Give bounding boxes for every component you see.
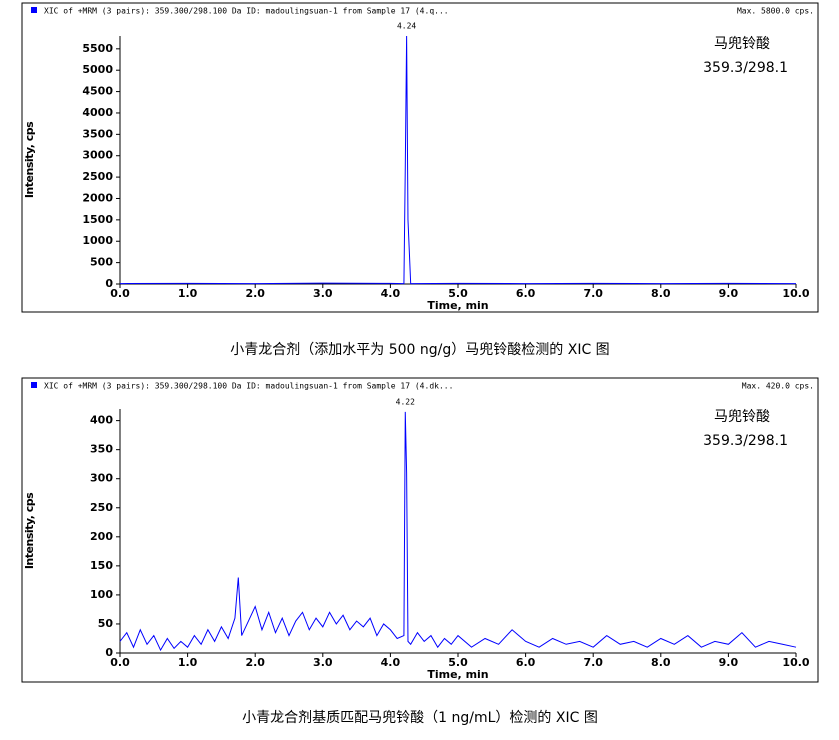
y-tick-label: 100 — [90, 588, 113, 601]
annotation: 马兜铃酸 — [714, 36, 770, 52]
x-tick-label: 10.0 — [782, 287, 809, 300]
y-tick-label: 0 — [105, 277, 113, 290]
x-tick-label: 6.0 — [516, 287, 536, 300]
annotation: 359.3/298.1 — [703, 60, 788, 76]
x-tick-label: 3.0 — [313, 287, 333, 300]
y-tick-label: 2500 — [82, 170, 113, 183]
x-tick-label: 5.0 — [448, 656, 468, 669]
x-tick-label: 2.0 — [245, 656, 265, 669]
caption: 小青龙合剂基质匹配马兜铃酸（1 ng/mL）检测的 XIC 图 — [242, 709, 598, 726]
x-tick-label: 0.0 — [110, 287, 130, 300]
trace — [119, 35, 797, 285]
x-tick-label: 4.0 — [381, 656, 401, 669]
y-tick-label: 50 — [98, 617, 114, 630]
y-tick-label: 5500 — [82, 42, 113, 55]
y-tick-label: 150 — [90, 559, 113, 572]
annotation: 马兜铃酸 — [714, 409, 770, 425]
trace — [119, 411, 797, 652]
annotation: 359.3/298.1 — [703, 433, 788, 449]
y-tick-label: 500 — [90, 256, 113, 269]
caption: 小青龙合剂（添加水平为 500 ng/g）马兜铃酸检测的 XIC 图 — [230, 342, 609, 358]
y-axis-label: Intensity, cps — [23, 121, 36, 198]
y-tick-label: 2000 — [82, 191, 113, 204]
header: XIC of +MRM (3 pairs): 359.300/298.100 D… — [44, 382, 453, 391]
x-tick-label: 4.0 — [381, 287, 401, 300]
x-tick-label: 7.0 — [583, 656, 603, 669]
chart-frame — [21, 377, 819, 683]
legend-swatch — [31, 7, 37, 13]
y-tick-label: 3500 — [82, 127, 113, 140]
x-tick-label: 9.0 — [719, 656, 739, 669]
y-tick-label: 300 — [90, 472, 113, 485]
max-label: Max. 420.0 cps. — [742, 382, 814, 391]
y-tick-label: 3000 — [82, 149, 113, 162]
legend-swatch — [31, 382, 37, 388]
y-tick-label: 200 — [90, 530, 113, 543]
x-tick-label: 3.0 — [313, 656, 333, 669]
x-tick-label: 6.0 — [516, 656, 536, 669]
x-tick-label: 8.0 — [651, 656, 671, 669]
y-tick-label: 5000 — [82, 63, 113, 76]
y-tick-label: 250 — [90, 501, 113, 514]
y-tick-label: 350 — [90, 443, 113, 456]
chart-frame — [21, 2, 819, 313]
y-tick-label: 1000 — [82, 234, 113, 247]
y-tick-label: 4500 — [82, 85, 113, 98]
max-label: Max. 5800.0 cps. — [737, 7, 814, 16]
peak-label: 4.22 — [396, 397, 415, 406]
y-tick-label: 1500 — [82, 213, 113, 226]
x-tick-label: 1.0 — [178, 656, 198, 669]
x-tick-label: 5.0 — [448, 287, 468, 300]
header: XIC of +MRM (3 pairs): 359.300/298.100 D… — [44, 7, 449, 16]
x-tick-label: 10.0 — [782, 656, 809, 669]
y-tick-label: 4000 — [82, 106, 113, 119]
x-tick-label: 7.0 — [583, 287, 603, 300]
x-axis-label: Time, min — [427, 299, 488, 312]
x-tick-label: 1.0 — [178, 287, 198, 300]
y-axis-label: Intensity, cps — [23, 492, 36, 569]
x-tick-label: 0.0 — [110, 656, 130, 669]
x-tick-label: 8.0 — [651, 287, 671, 300]
y-tick-label: 0 — [105, 646, 113, 659]
y-tick-label: 400 — [90, 414, 113, 427]
x-axis-label: Time, min — [427, 668, 488, 681]
peak-label: 4.24 — [397, 22, 416, 31]
x-tick-label: 2.0 — [245, 287, 265, 300]
x-tick-label: 9.0 — [719, 287, 739, 300]
